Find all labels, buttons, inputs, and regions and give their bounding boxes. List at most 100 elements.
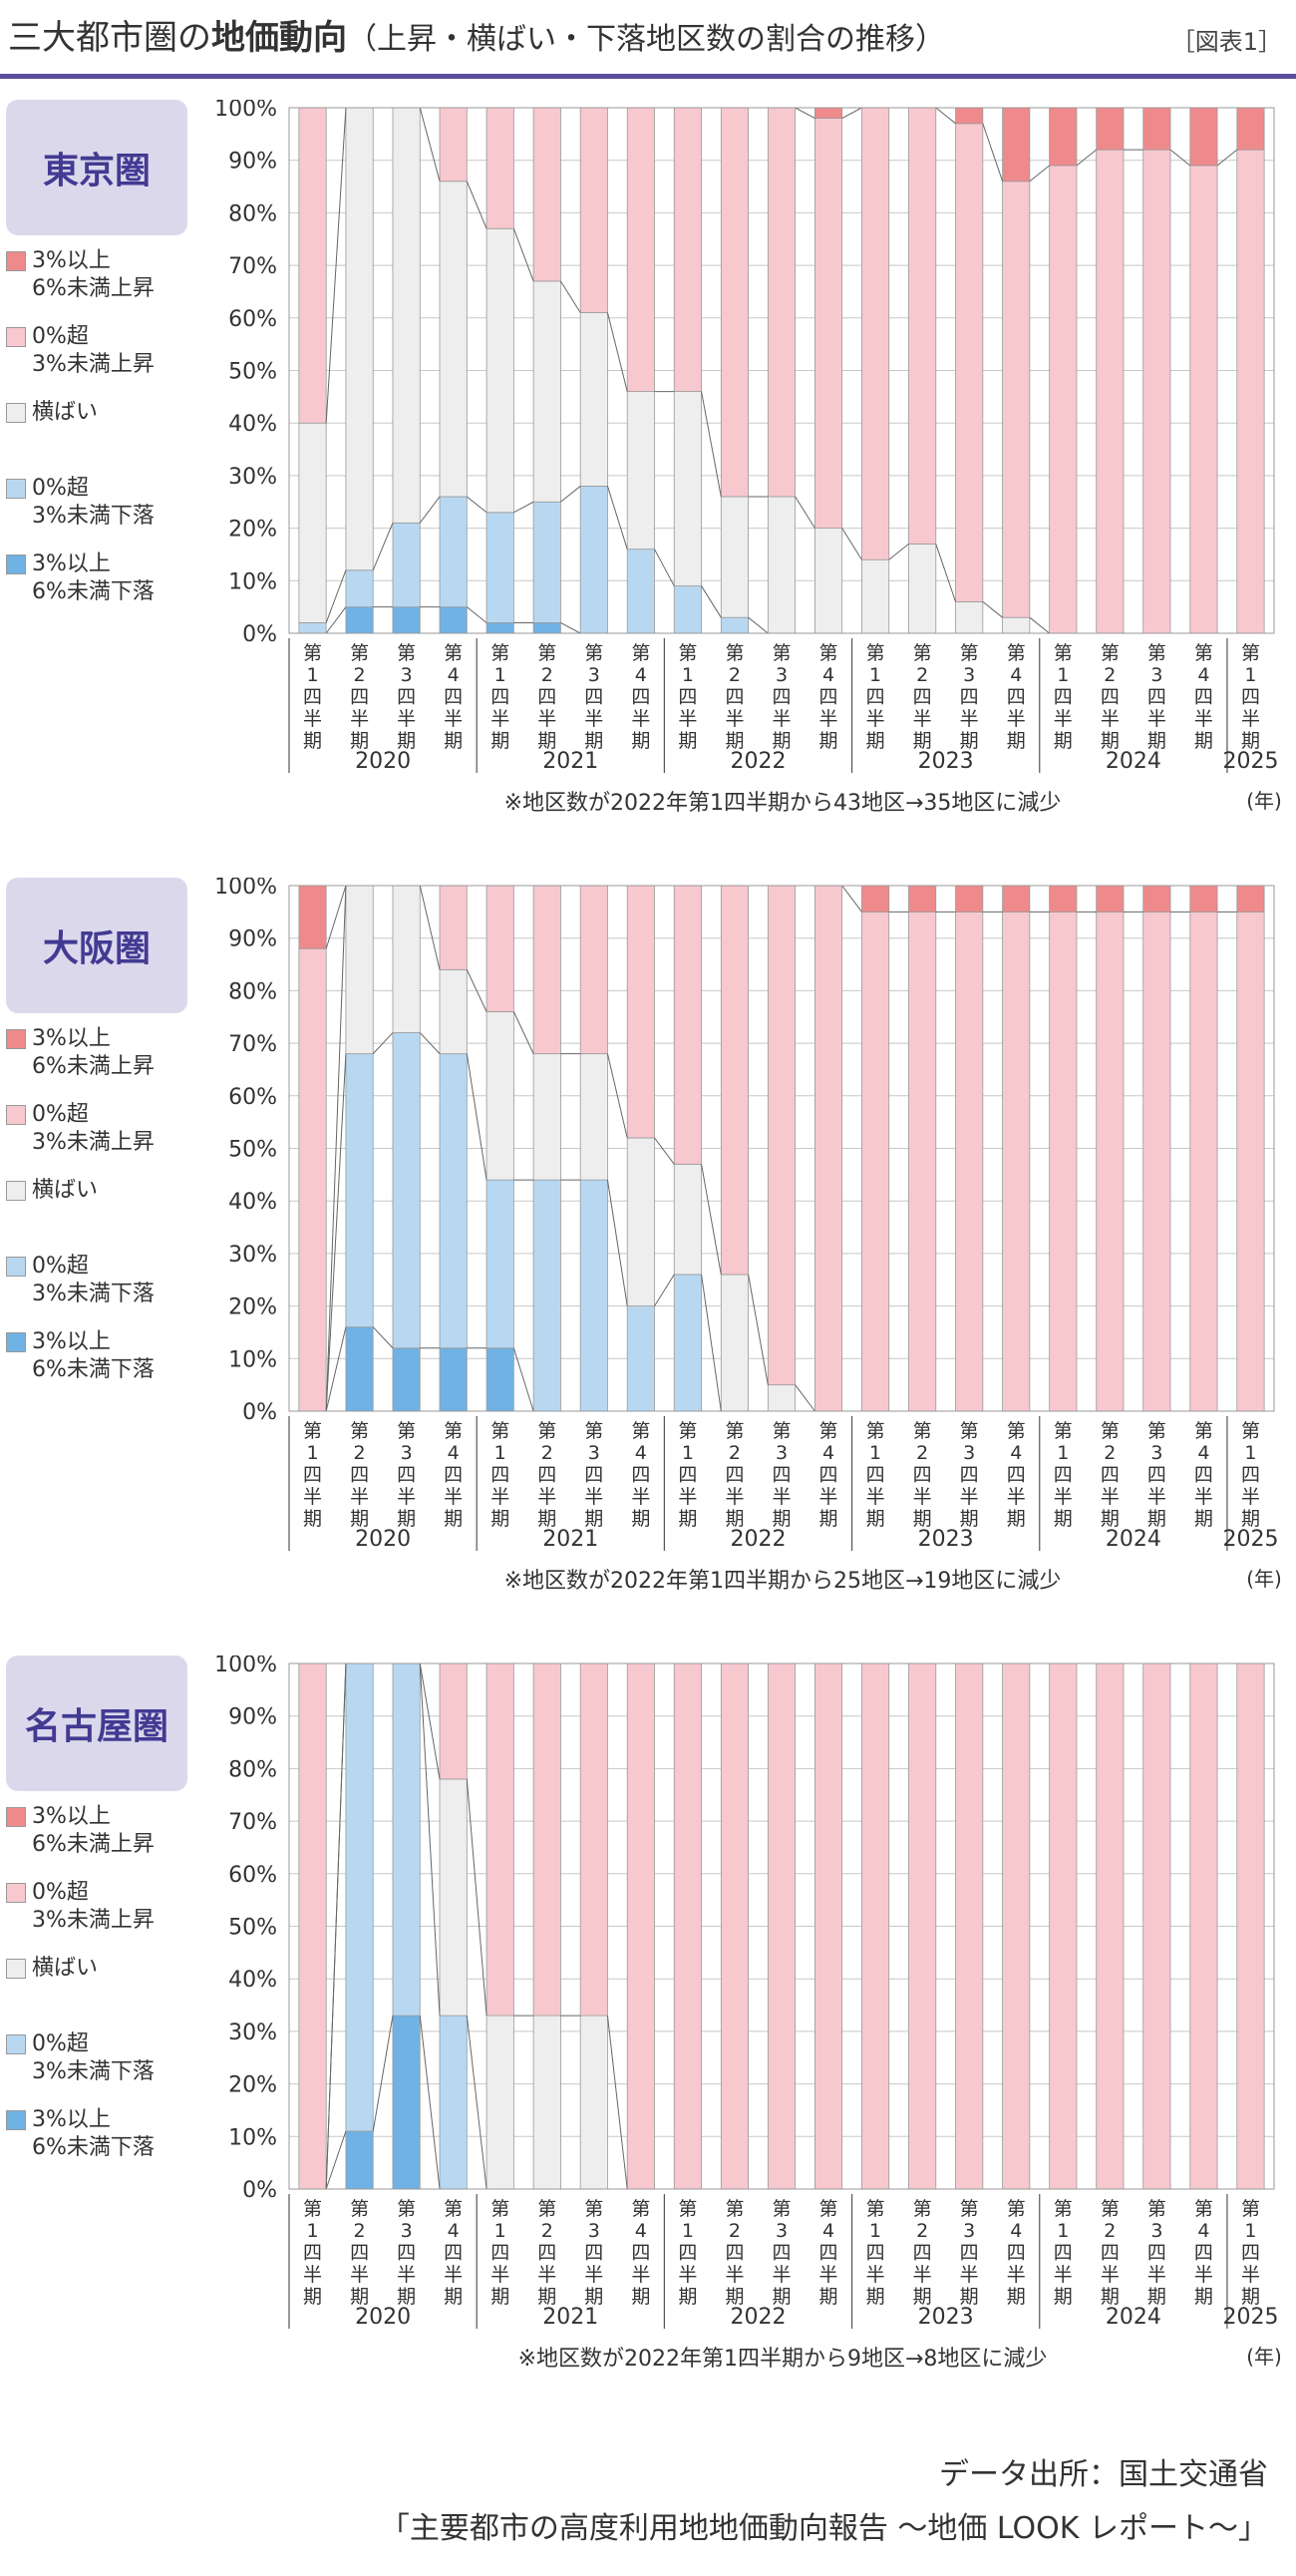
bar-seg-rise-0-3 <box>814 1662 843 2190</box>
x-tick-label: 第 4 四半期 <box>1194 642 1213 752</box>
connector-line <box>466 2016 487 2190</box>
year-label: 2020 <box>355 2305 411 2330</box>
x-tick-label: 第 4 四半期 <box>631 1420 650 1530</box>
y-tick-label: 80% <box>228 1757 277 1782</box>
connector-line <box>841 528 862 560</box>
bar-seg-fall-3-6 <box>486 1347 514 1412</box>
connector-line <box>841 885 862 913</box>
year-unit: (年) <box>1246 1567 1282 1591</box>
x-tick-label: 第 2 四半期 <box>1101 642 1120 752</box>
x-tick-label: 第 4 四半期 <box>819 2198 838 2308</box>
connector-line <box>606 1180 628 1306</box>
y-tick-label: 70% <box>228 254 277 279</box>
connector-line <box>606 1053 628 1139</box>
x-tick-label: 第 4 四半期 <box>819 1420 838 1530</box>
bar-seg-rise-3-6 <box>1002 885 1031 913</box>
connector-line <box>560 622 581 634</box>
bar-seg-rise-0-3 <box>908 107 937 545</box>
connector-line <box>419 1662 441 1780</box>
connector-line <box>372 1326 394 1349</box>
bar-seg-rise-3-6 <box>861 885 890 913</box>
bar-seg-flat <box>579 1053 608 1181</box>
x-tick-label: 第 4 四半期 <box>819 642 838 752</box>
x-tick-label: 第 2 四半期 <box>913 1420 932 1530</box>
bar-seg-flat <box>955 600 984 634</box>
x-tick-label: 第 2 四半期 <box>350 642 369 752</box>
x-tick-label: 第 4 四半期 <box>444 1420 463 1530</box>
bar-seg-fall-0-3 <box>439 496 468 608</box>
connector-line <box>654 1137 675 1165</box>
bar-seg-rise-0-3 <box>626 1662 655 2190</box>
x-tick-label: 第 1 四半期 <box>866 642 885 752</box>
legend-label: 3%以上 6%未満上昇 <box>32 1026 155 1079</box>
bar-seg-flat <box>345 885 374 1055</box>
legend-swatch <box>6 1181 26 1201</box>
connector-line <box>606 312 628 392</box>
connector-line <box>466 606 487 623</box>
connector-line <box>654 549 675 586</box>
bar-seg-rise-3-6 <box>1189 885 1218 913</box>
connector-line <box>419 2016 441 2190</box>
legend-label: 3%以上 6%未満下落 <box>32 2107 155 2160</box>
page-title: 三大都市圏の地価動向（上昇・横ばい・下落地区数の割合の推移） <box>8 10 945 59</box>
connector-line <box>325 569 347 623</box>
source-line: データ出所：国土交通省 <box>939 2457 1268 2492</box>
chart-panel-osaka: 大阪圏 3%以上 6%未満上昇 0%超 3%未満上昇 横ばい 0%超 3%未満下落 3%… <box>0 878 1296 1665</box>
bar-seg-rise-0-3 <box>1096 1662 1125 2190</box>
x-tick-label: 第 4 四半期 <box>444 2198 463 2308</box>
x-tick-label: 第 2 四半期 <box>913 2198 932 2308</box>
bar-seg-fall-3-6 <box>392 606 421 634</box>
chart-note: ※地区数が2022年第1四半期から9地区→8地区に減少 <box>518 2347 1048 2372</box>
bar-seg-rise-3-6 <box>1142 885 1171 913</box>
plot-frame <box>288 107 1275 634</box>
x-tick-label: 第 1 四半期 <box>1241 642 1260 752</box>
bar-seg-rise-3-6 <box>814 107 843 119</box>
legend-label: 3%以上 6%未満下落 <box>32 1329 155 1382</box>
bar-seg-rise-0-3 <box>861 911 890 1412</box>
y-tick-label: 70% <box>228 1810 277 1835</box>
x-tick-label: 第 1 四半期 <box>490 2198 509 2308</box>
bar-seg-fall-0-3 <box>345 1662 374 2132</box>
report-line: 「主要都市の高度利用地地価動向報告 ～地価 LOOK レポート～」 <box>379 2511 1268 2546</box>
x-tick-label: 第 4 四半期 <box>1007 2198 1026 2308</box>
bar-seg-flat <box>392 885 421 1033</box>
bar-seg-fall-0-3 <box>720 616 749 634</box>
bar-seg-rise-0-3 <box>720 1662 749 2190</box>
y-tick-label: 90% <box>228 150 277 175</box>
connector-line <box>795 496 815 529</box>
chart-note: ※地区数が2022年第1四半期から25地区→19地区に減少 <box>504 1569 1062 1594</box>
legend-rise-0-3: 0%超 3%未満上昇 <box>6 1101 205 1177</box>
connector-line <box>982 123 1004 182</box>
legend-swatch <box>6 1332 26 1352</box>
bar-seg-rise-0-3 <box>298 1662 327 2190</box>
year-label: 2024 <box>1106 1527 1161 1552</box>
bar-seg-rise-0-3 <box>1189 1662 1218 2190</box>
connector-line <box>982 600 1003 618</box>
y-tick-label: 0% <box>242 1400 277 1425</box>
legend-fall-0-3: 0%超 3%未満下落 <box>6 2030 205 2106</box>
x-tick-label: 第 1 四半期 <box>1241 1420 1260 1530</box>
bar-seg-fall-0-3 <box>345 1053 374 1328</box>
bar-seg-rise-0-3 <box>908 1662 937 2190</box>
x-tick-label: 第 1 四半期 <box>303 1420 322 1530</box>
year-label: 2022 <box>730 749 786 774</box>
legend-fall-3-6: 3%以上 6%未満下落 <box>6 551 205 626</box>
y-tick-label: 30% <box>228 2021 277 2045</box>
bar-seg-fall-0-3 <box>486 512 514 623</box>
bar-seg-rise-0-3 <box>298 947 327 1412</box>
bar-seg-rise-0-3 <box>814 885 843 1412</box>
bar-seg-flat <box>579 2015 608 2190</box>
connector-line <box>325 885 347 949</box>
bar-seg-rise-0-3 <box>673 107 702 392</box>
connector-line <box>559 280 581 313</box>
year-label: 2023 <box>918 1527 974 1552</box>
x-tick-label: 第 3 四半期 <box>1147 1420 1166 1530</box>
legend-rise-3-6: 3%以上 6%未満上昇 <box>6 247 205 323</box>
legend-rise-0-3: 0%超 3%未満上昇 <box>6 1879 205 1955</box>
legend-label: 0%超 3%未満下落 <box>32 2031 155 2084</box>
legend-flat: 横ばい <box>6 1955 205 2030</box>
connector-line <box>935 107 956 125</box>
connector-line <box>419 1662 441 2017</box>
y-tick-label: 20% <box>228 518 277 543</box>
bar-seg-fall-3-6 <box>345 2130 374 2190</box>
